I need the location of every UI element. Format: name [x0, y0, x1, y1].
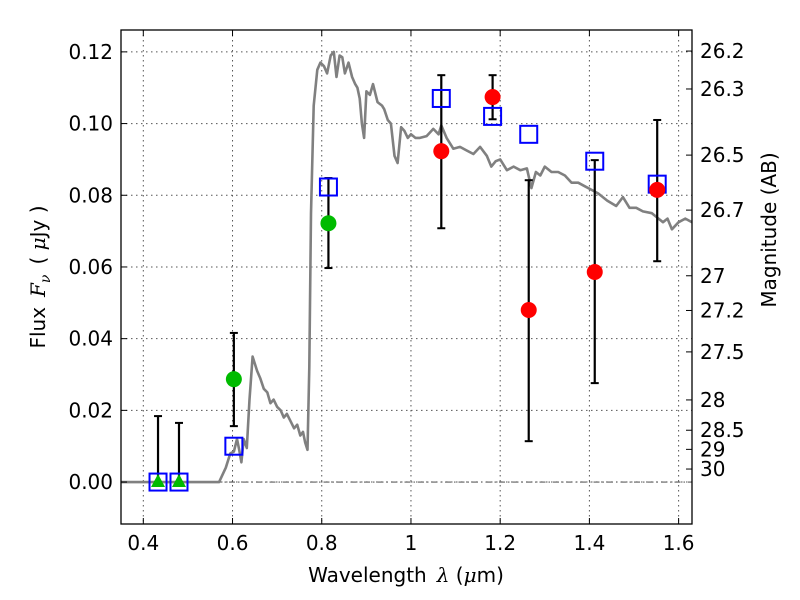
- measured-flux-point: [586, 263, 603, 280]
- y-tick-label: 0.00: [68, 470, 113, 494]
- spectrum-group: [121, 50, 692, 484]
- x-axis-ticks: 0.4 0.6 0.8 1 1.2 1.4 1.6: [127, 30, 695, 555]
- markers-group: [148, 88, 667, 492]
- measured-flux-point: [433, 143, 450, 160]
- y-axis-label: FluxFν( μJy ): [26, 205, 54, 348]
- measured-flux-point: [484, 89, 501, 106]
- magnitude-tick-label: 26.5: [700, 143, 745, 167]
- measured-flux-point: [320, 215, 337, 232]
- x-tick-label: 1.4: [573, 531, 605, 555]
- y-tick-label: 0.02: [68, 398, 113, 422]
- y-tick-label: 0.12: [68, 40, 113, 64]
- model-photometry-square: [148, 472, 168, 492]
- magnitude-tick-label: 26.3: [700, 77, 745, 101]
- model-photometry-square: [431, 88, 451, 108]
- x-tick-label: 1.6: [663, 531, 695, 555]
- model-photometry-square: [318, 177, 338, 197]
- model-spectrum-line: [121, 50, 692, 484]
- plot-frame: [120, 29, 693, 525]
- upper-limit-triangle: [171, 474, 186, 488]
- x-tick-label: 1.2: [484, 531, 516, 555]
- y-tick-label: 0.04: [68, 327, 113, 351]
- magnitude-tick-label: 27: [700, 264, 725, 288]
- x-axis-label: Wavelength λ (μm): [308, 563, 504, 587]
- magnitude-tick-label: 28: [700, 388, 725, 412]
- grid: [121, 30, 692, 524]
- upper-limit-triangle: [151, 474, 166, 488]
- y-tick-label: 0.10: [68, 112, 113, 136]
- x-tick-label: 0.8: [306, 531, 338, 555]
- y-tick-label: 0.06: [68, 255, 113, 279]
- model-photometry-square: [224, 436, 244, 456]
- magnitude-tick-label: 27.2: [700, 298, 745, 322]
- measured-flux-point: [225, 371, 242, 388]
- magnitude-axis-label: Magnitude (AB): [757, 152, 781, 307]
- magnitude-tick-label: 28.5: [700, 418, 745, 442]
- x-tick-label: 1: [405, 531, 418, 555]
- model-photometry-square: [169, 472, 189, 492]
- measured-flux-point: [520, 301, 537, 318]
- x-tick-label: 0.4: [127, 531, 159, 555]
- magnitude-tick-label: 29: [700, 437, 725, 461]
- magnitude-tick-label: 27.5: [700, 340, 745, 364]
- magnitude-tick-label: 26.7: [700, 198, 745, 222]
- model-photometry-square: [519, 124, 539, 144]
- magnitude-tick-label: 26.2: [700, 39, 745, 63]
- model-photometry-square: [585, 151, 605, 171]
- model-photometry-square: [483, 106, 503, 126]
- y-axis-ticks: 0.00 0.02 0.04 0.06 0.08 0.10 0.12: [68, 40, 127, 494]
- x-tick-label: 0.6: [217, 531, 249, 555]
- y-tick-label: 0.08: [68, 183, 113, 207]
- measured-flux-point: [649, 181, 666, 198]
- magnitude-tick-label: 30: [700, 457, 725, 481]
